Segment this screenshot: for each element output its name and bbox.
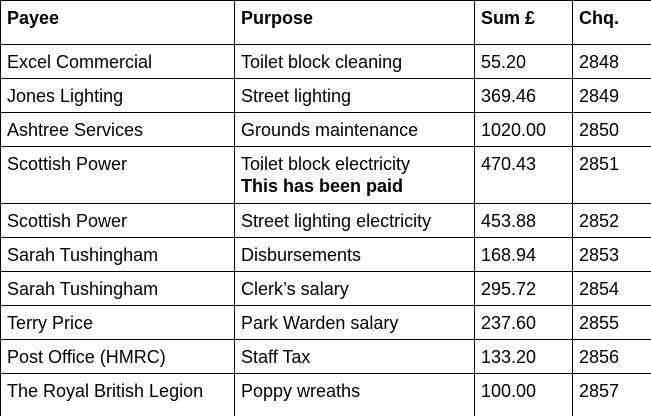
table-row: The Royal British Legion Poppy wreaths 100… bbox=[0, 373, 651, 416]
header-payee: Payee bbox=[0, 0, 235, 45]
purpose-cell: Disbursements bbox=[234, 237, 475, 272]
table-header: Payee Purpose Sum £ Chq. bbox=[0, 0, 651, 45]
table-row: Scottish Power Toilet block electricity Th… bbox=[0, 146, 651, 204]
sum-cell: 237.60 bbox=[474, 305, 573, 340]
purpose-text: Toilet block electricity bbox=[241, 154, 411, 174]
table-row: Sarah Tushingham Clerk’s salary 295.72 2854 bbox=[0, 271, 651, 306]
table-row: Excel Commercial Toilet block cleaning 55.… bbox=[0, 44, 651, 79]
cheque-cell: 2854 bbox=[572, 271, 651, 306]
purpose-cell: Toilet block cleaning bbox=[234, 44, 475, 79]
purpose-cell: Park Warden salary bbox=[234, 305, 475, 340]
table-row: Jones Lighting Street lighting 369.46 2849 bbox=[0, 78, 651, 113]
payment-note: This has been paid bbox=[241, 176, 404, 196]
table-row: Ashtree Services Grounds maintenance 1020.… bbox=[0, 112, 651, 147]
payee-cell: Scottish Power bbox=[0, 203, 235, 238]
purpose-cell: Toilet block electricity This has been pa… bbox=[234, 146, 475, 204]
payee-cell: Scottish Power bbox=[0, 146, 235, 204]
purpose-text: Park Warden salary bbox=[241, 313, 399, 333]
payee-cell: Jones Lighting bbox=[0, 78, 235, 113]
sum-cell: 100.00 bbox=[474, 373, 573, 416]
cheque-cell: 2849 bbox=[572, 78, 651, 113]
table-row: Terry Price Park Warden salary 237.60 2855 bbox=[0, 305, 651, 340]
purpose-cell: Street lighting bbox=[234, 78, 475, 113]
payee-cell: Excel Commercial bbox=[0, 44, 235, 79]
purpose-cell: Staff Tax bbox=[234, 339, 475, 374]
purpose-text: Staff Tax bbox=[241, 347, 311, 367]
sum-cell: 1020.00 bbox=[474, 112, 573, 147]
header-sum: Sum £ bbox=[474, 0, 573, 45]
purpose-text: Toilet block cleaning bbox=[241, 52, 403, 72]
cheque-cell: 2851 bbox=[572, 146, 651, 204]
cheque-cell: 2856 bbox=[572, 339, 651, 374]
cheque-cell: 2852 bbox=[572, 203, 651, 238]
payee-cell: Post Office (HMRC) bbox=[0, 339, 235, 374]
sum-cell: 168.94 bbox=[474, 237, 573, 272]
sum-cell: 295.72 bbox=[474, 271, 573, 306]
sum-cell: 133.20 bbox=[474, 339, 573, 374]
header-purpose: Purpose bbox=[234, 0, 475, 45]
payee-cell: Sarah Tushingham bbox=[0, 271, 235, 306]
table-row: Post Office (HMRC) Staff Tax 133.20 2856 bbox=[0, 339, 651, 374]
cheque-cell: 2850 bbox=[572, 112, 651, 147]
purpose-cell: Poppy wreaths bbox=[234, 373, 475, 416]
purpose-text: Clerk’s salary bbox=[241, 279, 349, 299]
table-body: Excel Commercial Toilet block cleaning 55.… bbox=[0, 44, 651, 416]
payee-cell: Sarah Tushingham bbox=[0, 237, 235, 272]
payee-cell: Ashtree Services bbox=[0, 112, 235, 147]
purpose-text: Street lighting bbox=[241, 86, 352, 106]
purpose-cell: Grounds maintenance bbox=[234, 112, 475, 147]
purpose-text: Disbursements bbox=[241, 245, 362, 265]
purpose-cell: Street lighting electricity bbox=[234, 203, 475, 238]
cheque-cell: 2857 bbox=[572, 373, 651, 416]
sum-cell: 453.88 bbox=[474, 203, 573, 238]
header-cheque: Chq. bbox=[572, 0, 651, 45]
sum-cell: 55.20 bbox=[474, 44, 573, 79]
payee-cell: Terry Price bbox=[0, 305, 235, 340]
cheque-cell: 2855 bbox=[572, 305, 651, 340]
table-row: Sarah Tushingham Disbursements 168.94 2853 bbox=[0, 237, 651, 272]
purpose-cell: Clerk’s salary bbox=[234, 271, 475, 306]
sum-cell: 470.43 bbox=[474, 146, 573, 204]
purpose-text: Street lighting electricity bbox=[241, 211, 432, 231]
purpose-text: Poppy wreaths bbox=[241, 381, 361, 401]
sum-cell: 369.46 bbox=[474, 78, 573, 113]
payee-cell: The Royal British Legion bbox=[0, 373, 235, 416]
table-row: Scottish Power Street lighting electricit… bbox=[0, 203, 651, 238]
cheque-cell: 2848 bbox=[572, 44, 651, 79]
cheque-cell: 2853 bbox=[572, 237, 651, 272]
header-row: Payee Purpose Sum £ Chq. bbox=[0, 0, 651, 45]
purpose-text: Grounds maintenance bbox=[241, 120, 419, 140]
